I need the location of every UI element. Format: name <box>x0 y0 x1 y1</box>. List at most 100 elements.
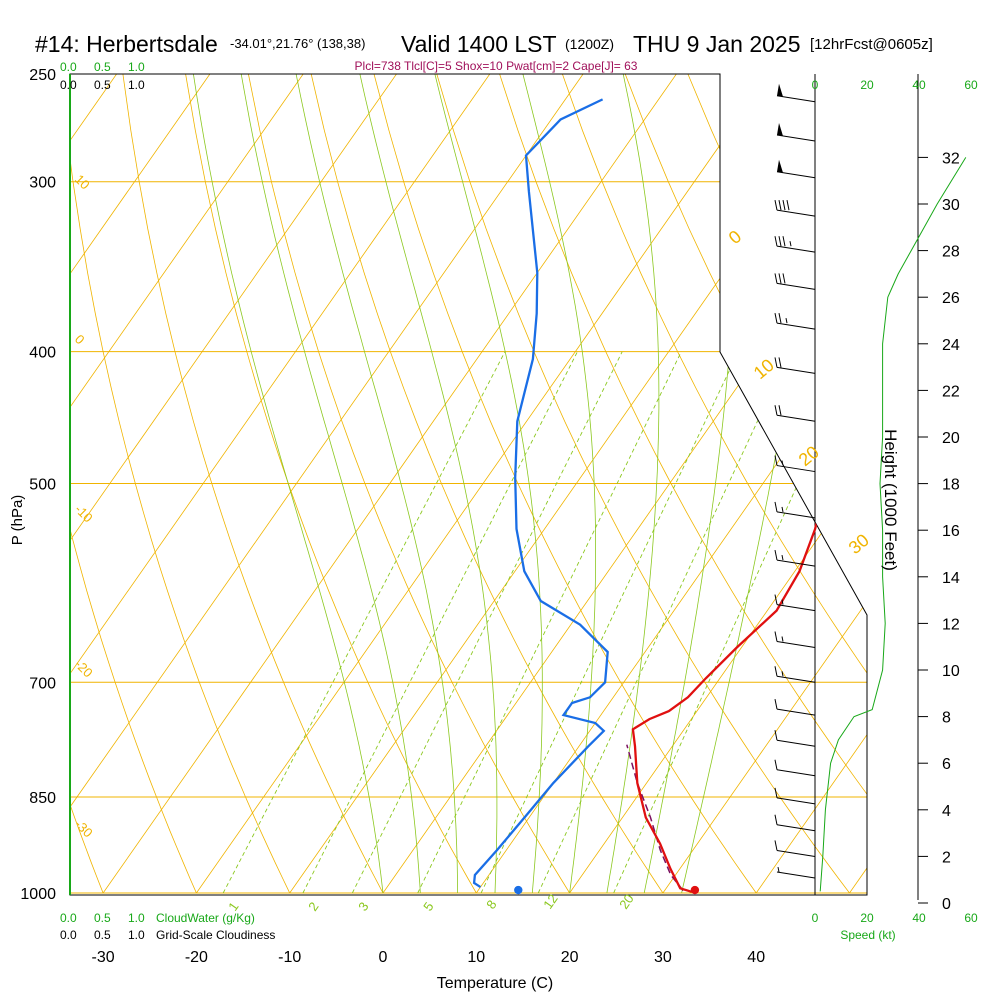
cloud-scale-bottom-green-0: 0.0 <box>60 911 77 925</box>
wind-layer <box>774 83 816 879</box>
height-tick-label: 22 <box>942 383 960 400</box>
parcel-line <box>626 744 684 892</box>
height-tick-label: 30 <box>942 197 960 214</box>
wind-barb-half-flag <box>785 317 788 324</box>
speed-tick-bottom: 60 <box>964 911 978 925</box>
diagram-frame <box>69 73 919 900</box>
speed-tick-bottom: 0 <box>812 911 819 925</box>
speed-tick-top: 20 <box>860 78 874 92</box>
pressure-tick-label: 850 <box>29 790 56 807</box>
wind-barb-pennant <box>777 83 783 97</box>
pressure-tick-label: 1000 <box>20 886 56 903</box>
valid-time: Valid 1400 LST <box>401 31 557 57</box>
isotherm-line <box>0 74 23 893</box>
isotherm-label: 0 <box>725 226 746 248</box>
height-tick-label: 16 <box>942 523 960 540</box>
pressure-tick-label: 700 <box>29 675 56 692</box>
isotherm-line <box>475 74 867 894</box>
moist-adiabat-line <box>193 74 384 894</box>
dry-adiabat-line <box>70 74 104 894</box>
wind-speed-profile-line <box>819 157 967 892</box>
dry-adiabat-label: 0 <box>72 332 88 348</box>
temperature-tick-label: -30 <box>92 949 115 966</box>
mixing-ratio-line <box>480 351 739 894</box>
isotherm-line <box>102 74 677 894</box>
wind-barb-staff <box>776 245 816 253</box>
date-text: THU 9 Jan 2025 <box>633 31 800 57</box>
moist-adiabat-line <box>295 74 458 893</box>
dry-adiabat-line <box>70 74 291 894</box>
mixing-ratio-label: 2 <box>305 899 321 914</box>
height-tick-label: 20 <box>942 430 960 447</box>
height-tick-label: 6 <box>942 756 951 773</box>
wind-barb-staff <box>776 769 816 777</box>
isotherm-label: 20 <box>795 442 823 470</box>
cloud-scale-bottom-green-1: 0.5 <box>94 911 111 925</box>
wind-barb-half-flag <box>781 506 784 513</box>
wind-barb-pennant <box>777 122 783 136</box>
wind-barb-staff <box>776 209 816 217</box>
cloud-scale-bottom-black-0: 0.0 <box>60 928 77 942</box>
cloud-scale-top-green-0: 0.0 <box>60 60 77 74</box>
mixing-ratio-label: 12 <box>540 891 561 911</box>
dry-adiabat-line <box>310 74 664 894</box>
wind-barb-flag <box>774 236 778 247</box>
wind-barb-flag <box>774 840 778 851</box>
isotherm-line <box>70 74 584 894</box>
wind-barb-flag <box>774 549 778 561</box>
wind-barb-staff <box>776 282 816 290</box>
moist-adiabat-line <box>359 74 498 894</box>
wind-barb-staff <box>776 322 816 330</box>
wind-barb-flag <box>778 405 782 416</box>
wind-barb-half-flag <box>781 636 784 642</box>
dry-adiabat-label: 10 <box>72 172 93 193</box>
cloud-scale-bottom-green-2: 1.0 <box>128 911 145 925</box>
cloud-scale-top-black-0: 0.0 <box>60 78 77 92</box>
station-coords: -34.01°,21.76° (138,38) <box>230 36 365 51</box>
dry-adiabat-line <box>122 74 384 894</box>
wind-barb-flag <box>782 200 786 211</box>
pressure-tick-label: 500 <box>29 477 56 494</box>
wind-barb-flag <box>778 200 782 211</box>
dry-adiabat-line <box>373 74 757 894</box>
surface-temperature-dot <box>690 885 700 895</box>
surface-dewpoint-dot <box>514 885 523 895</box>
isotherm-label: 30 <box>845 530 873 558</box>
isotherm-label: 10 <box>750 355 778 383</box>
wind-barb-staff <box>776 134 816 142</box>
isotherm-line <box>70 74 397 894</box>
height-tick-label: 28 <box>942 244 960 261</box>
mixing-ratio-label: 20 <box>616 891 637 911</box>
dewpoint-line <box>472 98 609 889</box>
wind-barb-staff <box>776 171 816 179</box>
height-tick-label: 26 <box>942 290 960 307</box>
cloud-scale-top-green-1: 0.5 <box>94 60 111 74</box>
speed-tick-top: 60 <box>964 78 978 92</box>
cloud-scale-top-black-2: 1.0 <box>128 78 145 92</box>
temperature-tick-label: -20 <box>185 949 208 966</box>
wind-barb-staff <box>776 511 816 519</box>
mixing-ratio-line <box>537 351 791 894</box>
mixing-ratio-line <box>417 351 682 894</box>
moist-adiabat-line <box>606 74 660 894</box>
pressure-tick-label: 250 <box>29 67 56 84</box>
wind-barb-half-flag <box>789 241 792 247</box>
wind-barb-staff <box>776 797 816 805</box>
temperature-tick-label: 10 <box>467 949 485 966</box>
cloudiness-label: Grid-Scale Cloudiness <box>156 928 275 942</box>
wind-barb-staff <box>776 824 816 832</box>
dry-adiabat-line <box>499 74 867 894</box>
dry-adiabat-line <box>436 74 850 894</box>
mixing-ratio-line <box>222 351 506 894</box>
speed-tick-bottom: 20 <box>860 911 874 925</box>
y-axis-title: P (hPa) <box>9 495 26 546</box>
wind-barb-staff <box>776 604 816 612</box>
wind-barb-flag <box>774 699 778 710</box>
height-tick-label: 14 <box>942 570 960 587</box>
height-tick-label: 8 <box>942 710 951 727</box>
pressure-tick-label: 400 <box>29 345 56 362</box>
speed-tick-top: 0 <box>812 78 819 92</box>
temperature-tick-label: 30 <box>654 949 672 966</box>
